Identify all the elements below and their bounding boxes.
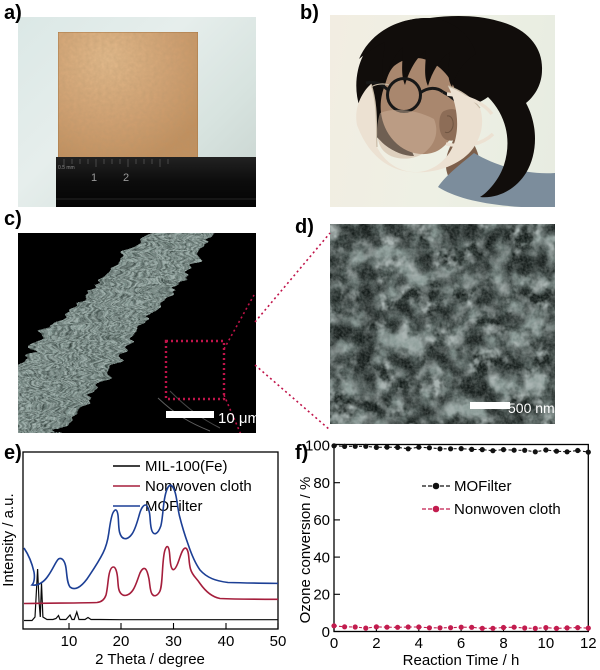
svg-text:100: 100 (305, 438, 330, 455)
svg-text:8: 8 (499, 635, 507, 652)
svg-text:0: 0 (330, 635, 338, 652)
svg-text:MIL-100(Fe): MIL-100(Fe) (145, 458, 228, 475)
svg-text:2 Theta / degree: 2 Theta / degree (95, 651, 205, 668)
svg-text:10: 10 (61, 633, 78, 650)
svg-text:20: 20 (113, 633, 130, 650)
svg-text:80: 80 (313, 475, 330, 492)
svg-text:60: 60 (313, 512, 330, 529)
svg-text:40: 40 (313, 549, 330, 566)
svg-text:10 μm: 10 μm (218, 410, 256, 427)
svg-text:2: 2 (123, 172, 129, 184)
svg-text:10: 10 (538, 635, 555, 652)
svg-text:Intensity / a.u.: Intensity / a.u. (0, 493, 17, 586)
svg-text:30: 30 (165, 633, 182, 650)
svg-text:Nonwoven cloth: Nonwoven cloth (145, 478, 252, 495)
svg-text:20: 20 (313, 587, 330, 604)
svg-text:40: 40 (218, 633, 235, 650)
svg-text:MOFilter: MOFilter (145, 498, 203, 515)
svg-text:Ozone conversion / %: Ozone conversion / % (300, 477, 314, 624)
svg-text:1: 1 (91, 172, 97, 184)
svg-text:50: 50 (270, 633, 287, 650)
svg-text:12: 12 (580, 635, 597, 652)
svg-text:6: 6 (457, 635, 465, 652)
svg-text:0.5 mm: 0.5 mm (58, 165, 75, 171)
svg-text:Reaction Time / h: Reaction Time / h (403, 652, 520, 669)
svg-text:500 nm: 500 nm (508, 400, 555, 416)
svg-text:Nonwoven cloth: Nonwoven cloth (454, 501, 561, 518)
svg-text:0: 0 (322, 624, 330, 641)
svg-text:2: 2 (372, 635, 380, 652)
svg-text:MOFilter: MOFilter (454, 478, 512, 495)
svg-text:4: 4 (415, 635, 423, 652)
